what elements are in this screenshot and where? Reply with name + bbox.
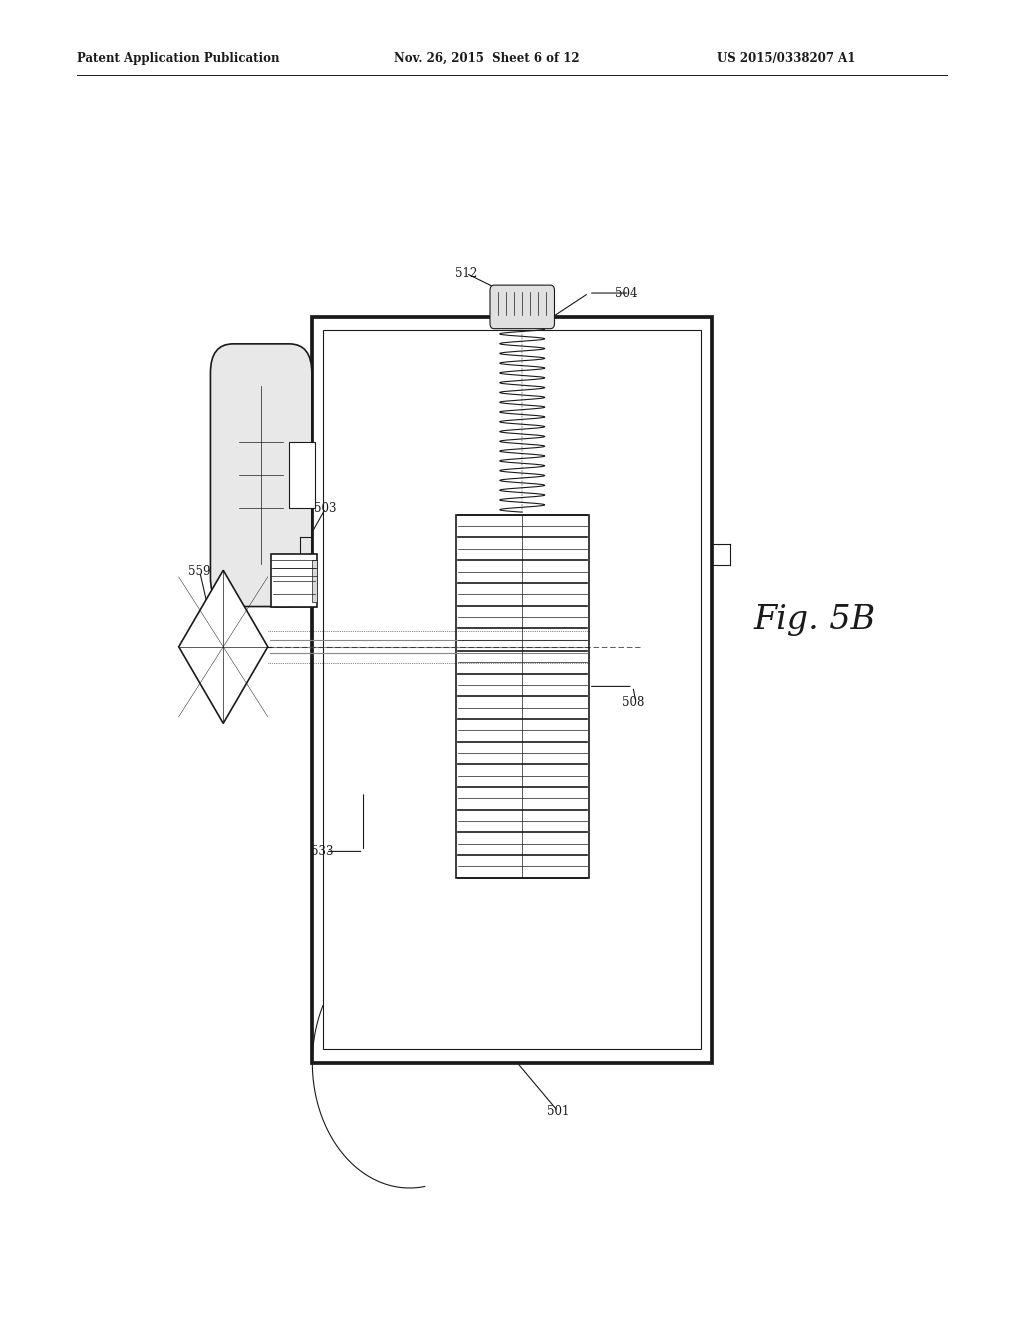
Text: 559: 559: [188, 565, 211, 578]
Bar: [323, 330, 701, 1049]
Polygon shape: [178, 570, 268, 723]
Text: 507: 507: [231, 396, 254, 409]
Text: 503: 503: [314, 502, 337, 515]
Text: 501: 501: [547, 1105, 569, 1118]
Text: US 2015/0338207 A1: US 2015/0338207 A1: [717, 51, 855, 65]
Text: Nov. 26, 2015  Sheet 6 of 12: Nov. 26, 2015 Sheet 6 of 12: [394, 51, 580, 65]
Text: 557: 557: [243, 528, 265, 541]
Text: 512: 512: [455, 267, 477, 280]
Text: Fig. 5B: Fig. 5B: [753, 605, 876, 636]
Text: 504: 504: [615, 286, 638, 300]
FancyBboxPatch shape: [489, 285, 555, 329]
Bar: [290, 442, 315, 508]
Bar: [312, 560, 317, 602]
Text: 508: 508: [622, 696, 644, 709]
Text: Patent Application Publication: Patent Application Publication: [77, 51, 280, 65]
Bar: [271, 554, 317, 607]
Bar: [312, 317, 712, 1063]
Text: 533: 533: [311, 845, 334, 858]
Bar: [456, 515, 589, 878]
FancyBboxPatch shape: [211, 343, 311, 607]
